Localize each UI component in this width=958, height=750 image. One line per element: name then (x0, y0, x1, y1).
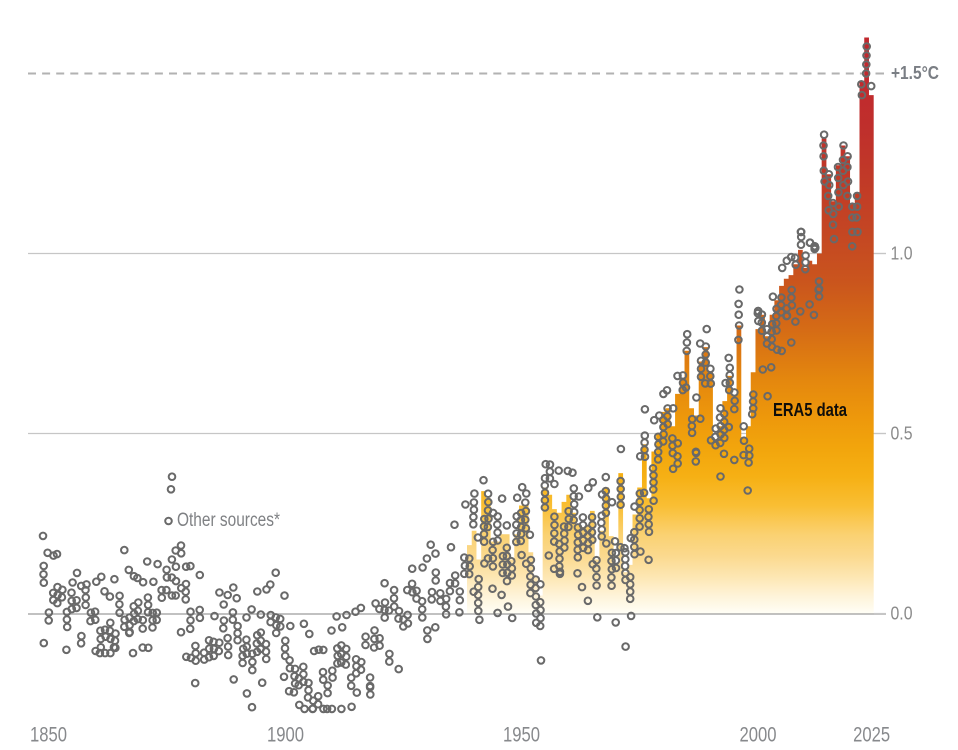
svg-text:1900: 1900 (267, 723, 304, 747)
svg-text:Other sources*: Other sources* (177, 510, 280, 531)
svg-text:0.5: 0.5 (891, 422, 913, 443)
svg-text:1950: 1950 (503, 723, 540, 747)
svg-text:0.0: 0.0 (891, 602, 913, 623)
svg-text:2000: 2000 (740, 723, 777, 747)
svg-text:+1.5°C: +1.5°C (891, 63, 939, 83)
svg-text:ERA5 data: ERA5 data (773, 399, 848, 420)
svg-text:1850: 1850 (30, 723, 67, 747)
svg-text:1.0: 1.0 (891, 242, 913, 263)
svg-text:2025: 2025 (853, 723, 890, 747)
